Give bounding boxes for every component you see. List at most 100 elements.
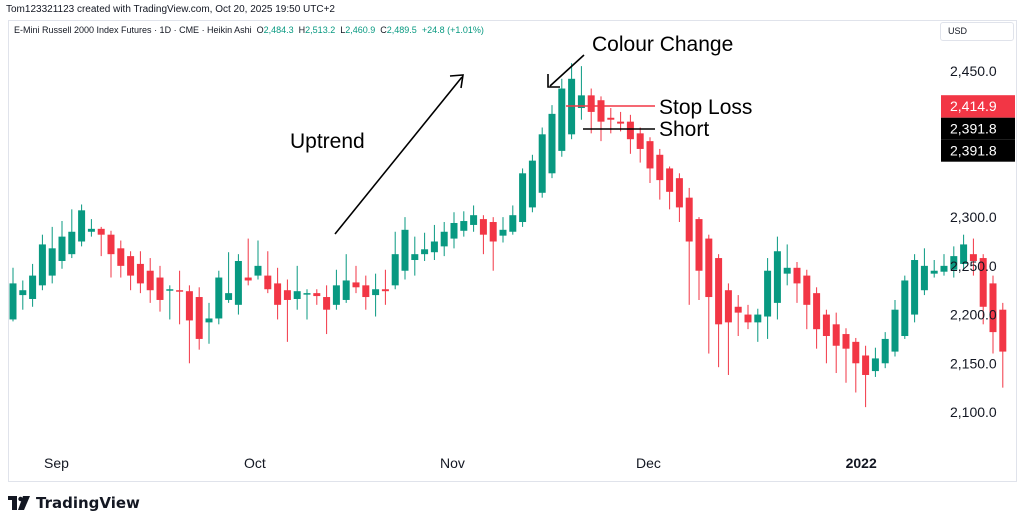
chart-frame [8, 20, 1017, 482]
candle-body [274, 283, 282, 305]
candle-body [352, 282, 360, 288]
candle-body [68, 231, 76, 255]
candle-body [499, 229, 507, 236]
x-axis-tick-label: 2022 [846, 455, 877, 471]
candle-body [58, 236, 66, 261]
candle-body [48, 248, 56, 276]
tradingview-logo-icon [8, 496, 30, 510]
candle-body [440, 231, 448, 247]
candle-body [597, 100, 605, 122]
open-value: 2,484.3 [263, 25, 294, 35]
annotation-stop-loss: Stop Loss [659, 96, 752, 119]
high-label: H [298, 25, 306, 35]
candle-body [450, 222, 458, 239]
symbol-title: E-Mini Russell 2000 Index Futures · 1D ·… [14, 25, 252, 35]
candle-body [911, 260, 919, 315]
candle-body [264, 275, 272, 290]
candle-body [626, 121, 634, 140]
uptrend-arrow-head [449, 74, 464, 89]
candle-body [401, 229, 409, 271]
candle-body [136, 263, 144, 284]
price-label-box [941, 95, 1015, 118]
y-axis-tick-label: 2,250.0 [950, 258, 997, 274]
candle-body [38, 244, 46, 286]
candle-body [960, 244, 968, 264]
candle-body [29, 275, 37, 299]
candle-body [479, 219, 487, 235]
candle-body [166, 289, 174, 291]
candle-body [999, 309, 1007, 352]
high-value: 2,513.2 [305, 25, 336, 35]
candle-body [303, 293, 311, 295]
price-label-text: 2,414.9 [950, 98, 997, 114]
candle-body [411, 254, 419, 261]
candle-body [852, 341, 860, 364]
candle-body [783, 267, 791, 274]
candle-body [421, 249, 429, 255]
candle-body [705, 238, 713, 298]
candle-body [342, 280, 350, 300]
candle-body [528, 160, 536, 208]
tradingview-logo[interactable]: TradingView [8, 493, 140, 513]
candle-body [332, 285, 340, 305]
candle-body [9, 283, 17, 320]
candle-body [185, 291, 193, 321]
candle-body [656, 154, 664, 181]
candle-body [862, 355, 870, 375]
candle-body [460, 221, 468, 231]
candle-body [381, 289, 389, 292]
candle-body [293, 291, 301, 299]
candle-body [744, 314, 752, 323]
candle-body [87, 228, 95, 232]
candle-body [832, 324, 840, 346]
candle-body [842, 334, 850, 349]
candle-body [362, 285, 370, 298]
candle-body [989, 283, 997, 333]
attribution-text: Tom123321123 created with TradingView.co… [6, 4, 335, 15]
y-axis-tick-label: 2,200.0 [950, 307, 997, 323]
candle-body [734, 306, 742, 313]
brand-name: TradingView [36, 494, 140, 512]
candle-body [234, 260, 242, 305]
candle-body [215, 277, 223, 319]
change-value: +24.8 (+1.01%) [421, 25, 484, 35]
candle-body [930, 270, 938, 274]
x-axis-tick-label: Dec [636, 455, 661, 471]
y-axis-tick-label: 2,450.0 [950, 63, 997, 79]
close-label: C [380, 25, 387, 35]
candle-body [646, 141, 654, 169]
colour-change-arrow-line [549, 54, 585, 87]
price-label-box [941, 117, 1015, 140]
low-label: L [340, 25, 346, 35]
candle-body [881, 338, 889, 364]
x-axis-tick-label: Nov [440, 455, 465, 471]
annotation-uptrend: Uptrend [290, 130, 365, 153]
currency-button[interactable]: USD [940, 22, 1014, 41]
candle-body [695, 219, 703, 271]
candle-body [156, 277, 164, 300]
candle-body [577, 95, 585, 109]
candle-body [969, 254, 977, 261]
candle-body [940, 265, 948, 272]
price-label-box [941, 139, 1015, 162]
uptrend-arrow-line [334, 76, 463, 235]
candle-body [509, 215, 517, 232]
candle-body [78, 210, 86, 242]
candle-body [519, 173, 527, 223]
candle-body [685, 197, 693, 242]
candle-body [372, 289, 380, 296]
candle-body [313, 293, 321, 297]
candle-body [391, 254, 399, 286]
candle-body [675, 178, 683, 208]
low-value: 2,460.9 [345, 25, 376, 35]
candle-body [871, 358, 879, 372]
y-axis-tick-label: 2,300.0 [950, 209, 997, 225]
annotation-colour-change: Colour Change [592, 33, 733, 56]
candle-body [813, 293, 821, 330]
candle-body [754, 314, 762, 323]
candle-body [891, 309, 899, 352]
candle-body [127, 256, 135, 276]
y-axis-tick-label: 2,150.0 [950, 355, 997, 371]
open-label: O [256, 25, 264, 35]
